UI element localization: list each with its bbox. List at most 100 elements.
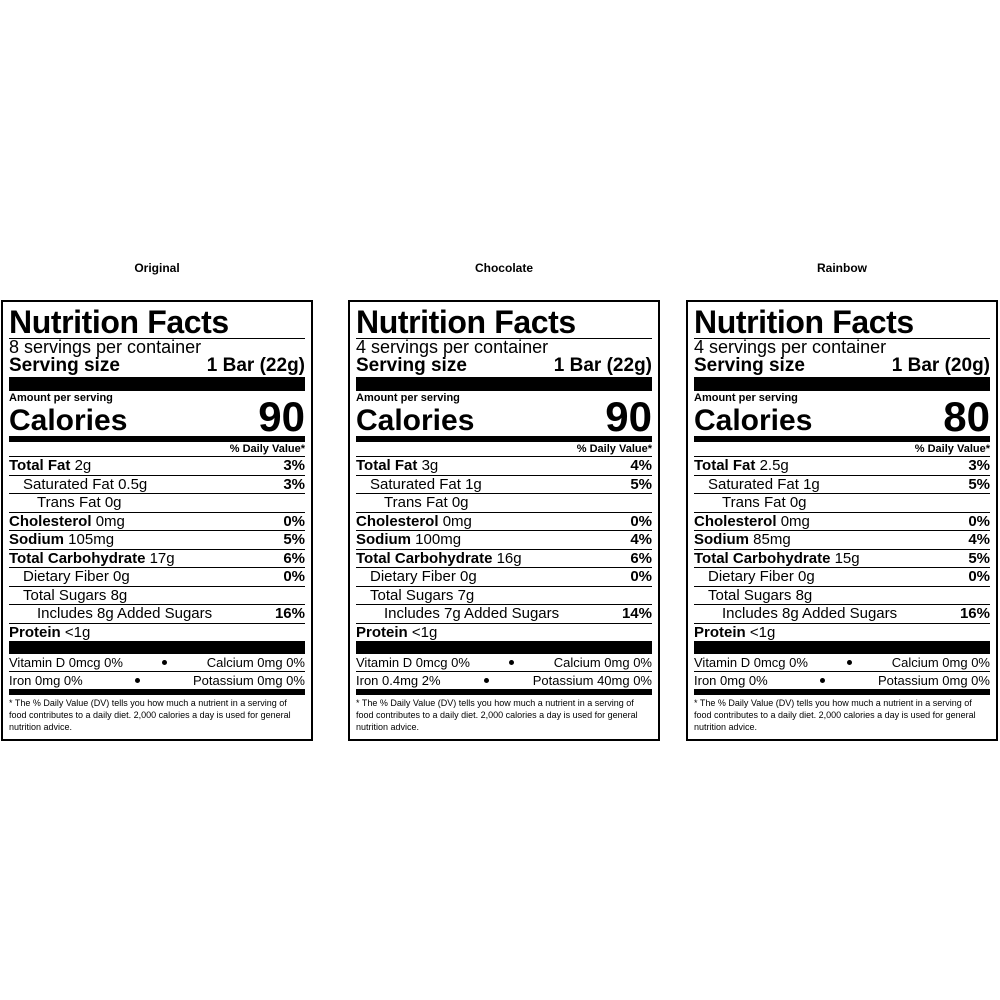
vitamin-row: Iron 0mg 0% Potassium 0mg 0% bbox=[9, 672, 305, 695]
daily-value-header: % Daily Value* bbox=[694, 442, 990, 457]
nutrient-name: Sodium bbox=[356, 531, 411, 548]
nutrient-dv: 5% bbox=[968, 549, 990, 567]
nutrient-dv: 0% bbox=[630, 568, 652, 585]
nutrient-name: Sodium bbox=[694, 531, 749, 548]
nutrient-dv: 4% bbox=[630, 457, 652, 474]
panel-caption: Original bbox=[134, 261, 180, 275]
serving-size: Serving size 1 Bar (22g) bbox=[9, 356, 305, 391]
panel-caption: Rainbow bbox=[817, 261, 867, 275]
vitamin-row: Vitamin D 0mcg 0% Calcium 0mg 0% bbox=[356, 654, 652, 672]
label-title: Nutrition Facts bbox=[356, 306, 652, 339]
nutrient-name: Cholesterol bbox=[356, 512, 439, 530]
nutrient-dv: 0% bbox=[968, 568, 990, 585]
amount-per-serving: Amount per serving bbox=[356, 392, 460, 404]
nutrient-amount: 0g bbox=[451, 494, 469, 511]
nutrient-amount: 0.5g bbox=[118, 475, 148, 493]
nutrient-amount: 1g bbox=[465, 475, 482, 493]
nutrient-amount: 8g bbox=[110, 586, 128, 604]
footnote: * The % Daily Value (DV) tells you how m… bbox=[694, 698, 976, 732]
nutrient: Total Fat 2.5g bbox=[694, 457, 789, 475]
nutrient-amount: 1g bbox=[803, 475, 820, 493]
calories: Calories 80 bbox=[694, 396, 990, 442]
serving-size-value: 1 Bar (22g) bbox=[206, 355, 305, 376]
nutrition-label: Nutrition Facts 8 servings per container S… bbox=[1, 300, 313, 741]
calories-label: Calories bbox=[9, 404, 128, 437]
nutrient: Cholesterol 0mg bbox=[694, 513, 810, 531]
label-title: Nutrition Facts bbox=[694, 306, 990, 339]
nutrient-name: Includes 8g Added Sugars bbox=[722, 605, 898, 622]
nutrient: Cholesterol 0mg bbox=[9, 513, 125, 531]
nutrient-row: Includes 7g Added Sugars 14% bbox=[356, 605, 652, 624]
nutrient-row: Total Carbohydrate 17g 6% bbox=[9, 549, 305, 568]
nutrient-row: Total Fat 2.5g 3% bbox=[694, 457, 990, 476]
nutrient-row: Saturated Fat 0.5g 3% bbox=[9, 476, 305, 494]
serving-size: Serving size 1 Bar (22g) bbox=[356, 356, 652, 391]
calories: Calories 90 bbox=[356, 396, 652, 442]
servings: 4 servings per container bbox=[694, 337, 887, 357]
nutrient-dv: 16% bbox=[274, 605, 305, 622]
vitamin: Calcium 0mg 0% bbox=[553, 655, 652, 670]
nutrient-amount: 0g bbox=[798, 568, 815, 585]
nutrient: Dietary Fiber 0g bbox=[9, 568, 130, 586]
nutrient-name: Total Carbohydrate bbox=[694, 549, 831, 567]
nutrient: Sodium 100mg bbox=[356, 531, 461, 549]
serving-size-label: Serving size bbox=[356, 355, 467, 376]
calories: Calories 90 bbox=[9, 396, 305, 442]
serving-size-label: Serving size bbox=[694, 355, 805, 376]
nutrient-row: Cholesterol 0mg 0% bbox=[694, 513, 990, 531]
nutrient-name: Total Sugars bbox=[23, 586, 107, 604]
vitamin: Calcium 0mg 0% bbox=[891, 655, 990, 670]
bullet bbox=[509, 660, 515, 665]
calories-value: 90 bbox=[258, 393, 305, 440]
serving-size-value: 1 Bar (20g) bbox=[891, 355, 990, 376]
nutrient: Protein <1g bbox=[694, 624, 775, 642]
nutrient-dv: 5% bbox=[968, 475, 990, 493]
nutrient-name: Total Carbohydrate bbox=[9, 549, 146, 567]
nutrient: Saturated Fat 0.5g bbox=[9, 476, 147, 494]
nutrient-name: Sodium bbox=[9, 531, 64, 548]
nutrient-row: Saturated Fat 1g 5% bbox=[356, 475, 652, 494]
nutrient: Protein <1g bbox=[356, 624, 437, 642]
bullet bbox=[820, 678, 826, 683]
nutrient: Trans Fat 0g bbox=[694, 494, 807, 512]
nutrient-row: Protein <1g bbox=[694, 624, 990, 654]
nutrient: Total Fat 2g bbox=[9, 457, 91, 475]
nutrient-name: Protein bbox=[9, 623, 61, 641]
nutrient-row: Total Carbohydrate 15g 5% bbox=[694, 549, 990, 568]
daily-value-header: % Daily Value* bbox=[356, 442, 652, 457]
nutrient-row: Protein <1g bbox=[9, 624, 305, 654]
nutrient-amount: 2.5g bbox=[759, 457, 789, 474]
nutrient-name: Protein bbox=[356, 623, 408, 641]
bullet bbox=[162, 660, 168, 665]
label-title: Nutrition Facts bbox=[9, 306, 305, 339]
nutrient: Total Carbohydrate 15g bbox=[694, 550, 860, 568]
panel-caption: Chocolate bbox=[474, 261, 533, 275]
nutrient-row: Includes 8g Added Sugars 16% bbox=[9, 605, 305, 624]
vitamin-row: Iron 0.4mg 2% Potassium 40mg 0% bbox=[356, 672, 652, 695]
nutrient-row: Total Sugars 8g bbox=[694, 587, 990, 605]
nutrient-row: Dietary Fiber 0g 0% bbox=[9, 568, 305, 587]
nutrient-name: Dietary Fiber bbox=[370, 568, 456, 585]
nutrient-amount: <1g bbox=[64, 623, 91, 641]
vitamin: Iron 0mg 0% bbox=[9, 673, 83, 688]
nutrient: Includes 8g Added Sugars bbox=[694, 605, 897, 623]
vitamin: Calcium 0mg 0% bbox=[206, 655, 305, 670]
nutrient-name: Total Fat bbox=[694, 457, 756, 474]
vitamin: Vitamin D 0mcg 0% bbox=[694, 655, 808, 670]
nutrient-amount: 2g bbox=[74, 457, 92, 474]
nutrient-name: Cholesterol bbox=[9, 512, 92, 530]
nutrient-dv: 16% bbox=[959, 605, 990, 622]
bullet bbox=[135, 678, 141, 683]
bullet bbox=[484, 678, 490, 683]
nutrient: Protein <1g bbox=[9, 624, 90, 642]
vitamin-row: Vitamin D 0mcg 0% Calcium 0mg 0% bbox=[694, 654, 990, 672]
nutrient-amount: 0g bbox=[460, 568, 477, 585]
nutrient-name: Cholesterol bbox=[694, 512, 777, 530]
amount-per-serving: Amount per serving bbox=[694, 392, 798, 404]
nutrient-row: Total Fat 3g 4% bbox=[356, 457, 652, 476]
bullet bbox=[847, 660, 853, 665]
calories-label: Calories bbox=[694, 404, 813, 437]
nutrient-amount: <1g bbox=[749, 623, 776, 641]
nutrient-name: Includes 8g Added Sugars bbox=[37, 605, 213, 622]
